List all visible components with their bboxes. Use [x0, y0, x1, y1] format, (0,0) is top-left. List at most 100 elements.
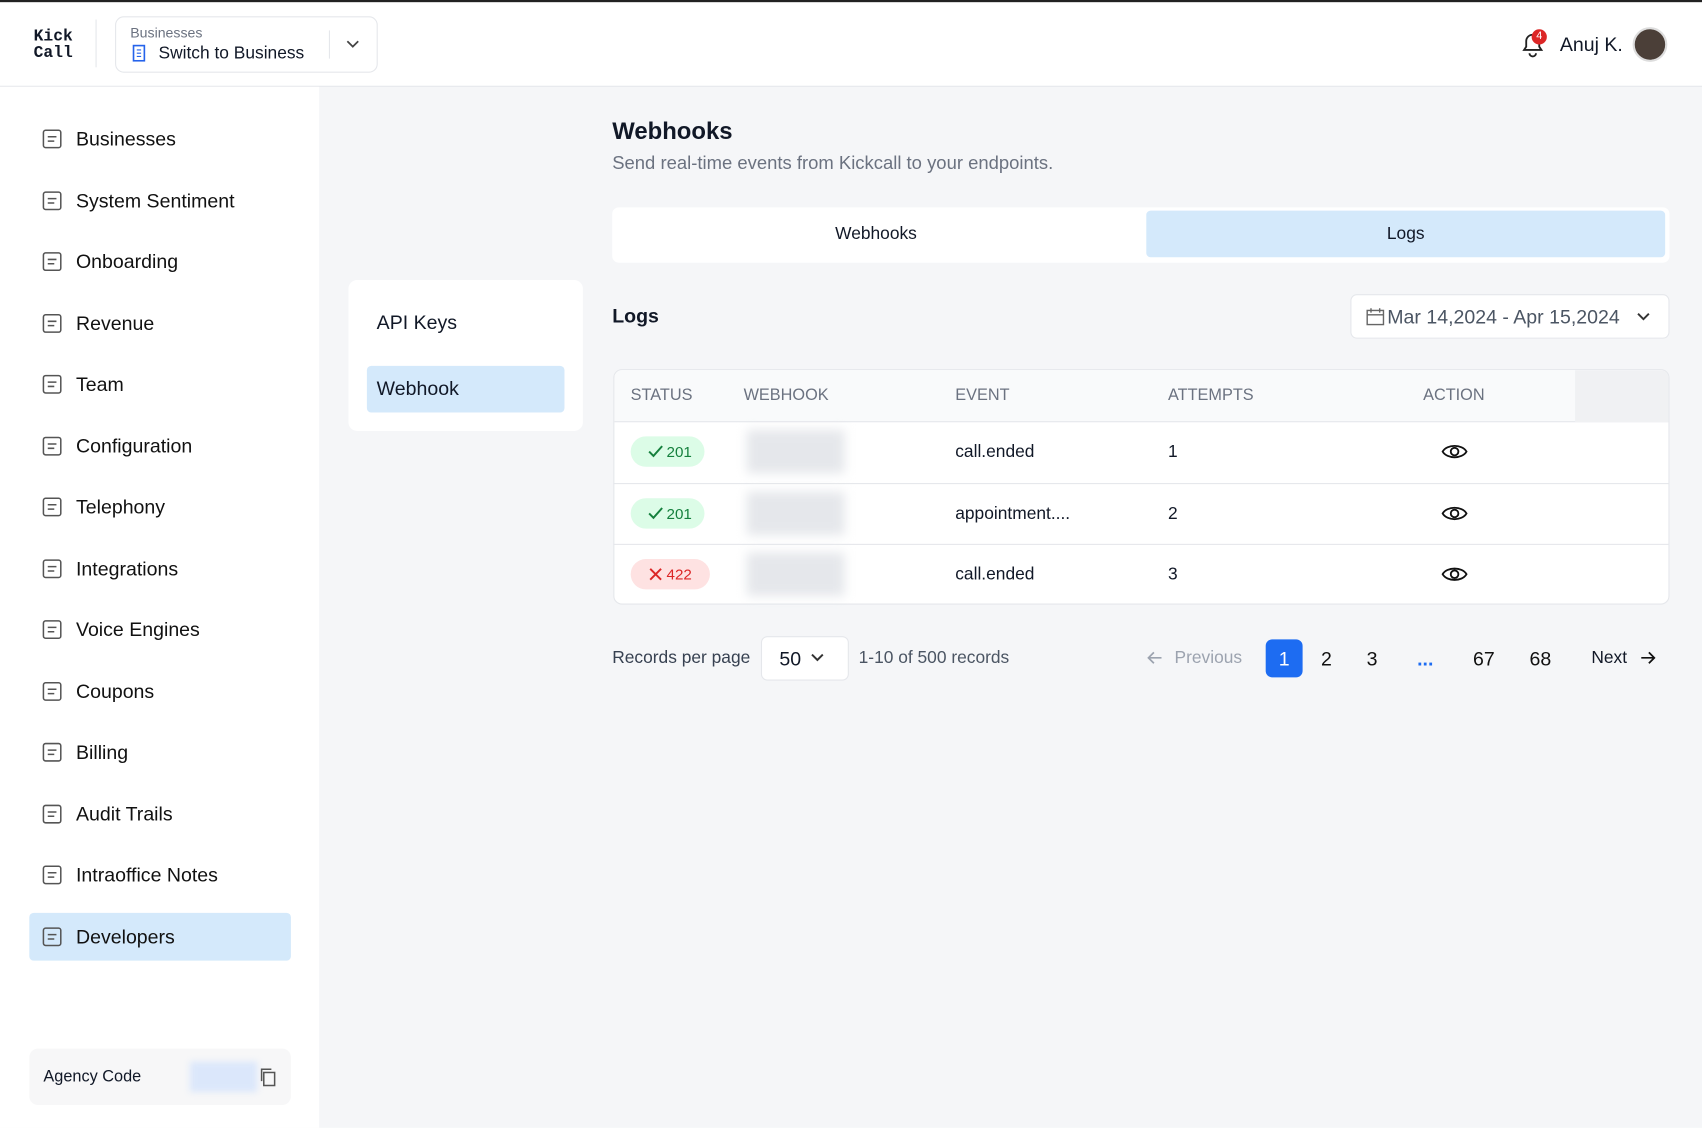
- page-number[interactable]: 2: [1321, 648, 1332, 670]
- agency-code-label: Agency Code: [43, 1067, 142, 1087]
- nav-icon: [42, 497, 62, 517]
- nav-icon: [42, 865, 62, 885]
- check-icon: [648, 506, 663, 519]
- nav-item[interactable]: System Sentiment: [75, 189, 235, 212]
- table: [613, 369, 1670, 605]
- view-icon[interactable]: [1440, 441, 1468, 463]
- table-header: [614, 370, 1669, 423]
- business-switcher[interactable]: [115, 16, 378, 73]
- notification-badge: [1531, 29, 1547, 45]
- attempts: 1: [1167, 442, 1178, 462]
- nav-item[interactable]: Businesses: [75, 128, 176, 150]
- column-header: EVENT: [955, 385, 1010, 405]
- row-divider: [613, 482, 1670, 484]
- chevron: [811, 653, 824, 662]
- previous[interactable]: Previous: [1174, 649, 1243, 668]
- page-number[interactable]: ...: [1417, 648, 1434, 670]
- nav-item[interactable]: Billing: [75, 741, 129, 764]
- webhook-blurred: [746, 429, 845, 474]
- page-number[interactable]: 3: [1366, 648, 1378, 670]
- x-icon: [649, 568, 662, 581]
- business-label: Businesses: [130, 24, 203, 41]
- notification-count: 4: [1536, 30, 1543, 43]
- page-number[interactable]: 68: [1529, 648, 1552, 670]
- active-item-bg: [29, 912, 291, 961]
- next[interactable]: Next: [1591, 649, 1628, 668]
- page-number[interactable]: 1: [1278, 648, 1290, 670]
- nav-icon: [42, 926, 62, 946]
- nav-item[interactable]: Intraoffice Notes: [75, 864, 218, 886]
- row-divider: [613, 543, 1670, 545]
- per-page: 50: [779, 648, 802, 670]
- avatar[interactable]: [1632, 27, 1668, 62]
- table-header-filler: [1575, 370, 1669, 423]
- logo-line: Kick: [33, 27, 73, 47]
- user-name[interactable]: Anuj K.: [1559, 33, 1623, 56]
- nav-icon: [42, 436, 62, 456]
- arrow-left: [1147, 651, 1162, 664]
- per-page-select[interactable]: [760, 636, 849, 681]
- subnav-active-bg: [366, 365, 565, 413]
- view-icon[interactable]: [1440, 563, 1468, 585]
- subnav-item[interactable]: API Keys: [376, 311, 458, 334]
- nav-icon: [42, 681, 62, 701]
- status-pill: [630, 559, 710, 590]
- divider: [328, 30, 330, 59]
- status-pill: [630, 497, 705, 529]
- subnav-item[interactable]: Webhook: [376, 377, 459, 400]
- divider: [95, 19, 97, 68]
- date-picker[interactable]: [1350, 294, 1670, 339]
- nav-icon: [42, 313, 62, 333]
- nav-item[interactable]: Onboarding: [75, 250, 179, 273]
- nav-icon: [42, 620, 62, 640]
- event: appointment....: [955, 504, 1071, 523]
- column-header: ACTION: [1423, 385, 1485, 405]
- logo-line: Call: [33, 43, 73, 63]
- status-code: 422: [666, 565, 692, 583]
- nav-item[interactable]: Developers: [75, 925, 175, 948]
- nav-icon: [42, 252, 62, 272]
- page-number[interactable]: 67: [1473, 648, 1495, 670]
- column-header: ATTEMPTS: [1167, 385, 1254, 405]
- nav-icon: [42, 190, 62, 210]
- tab-active-bg: [1146, 210, 1666, 258]
- nav-item[interactable]: Integrations: [75, 557, 179, 580]
- arrow-right: [1641, 651, 1656, 664]
- chevron: [346, 40, 359, 48]
- nav-item[interactable]: Audit Trails: [75, 802, 173, 825]
- page-active-bg: [1265, 639, 1303, 678]
- copy-icon[interactable]: [258, 1067, 278, 1087]
- nav-icon: [42, 804, 62, 824]
- event: call.ended: [955, 565, 1035, 584]
- nav-item[interactable]: Revenue: [75, 312, 155, 334]
- webhook-blurred: [746, 552, 845, 596]
- records-summary: 1-10 of 500 records: [858, 649, 1010, 668]
- status-pill: [630, 436, 705, 467]
- records-label: Records per page: [612, 649, 751, 668]
- date-range[interactable]: Mar 14,2024 - Apr 15,2024: [1387, 306, 1620, 328]
- nav-icon: [42, 374, 62, 394]
- nav-item[interactable]: Voice Engines: [75, 618, 200, 641]
- tab[interactable]: Webhooks: [835, 224, 917, 244]
- nav-item[interactable]: Configuration: [75, 434, 193, 457]
- status-code: 201: [666, 504, 692, 522]
- building-icon: [132, 44, 146, 62]
- calendar-icon: [1366, 308, 1385, 326]
- attempts: 3: [1167, 565, 1178, 584]
- nav-icon: [42, 558, 62, 578]
- agency-code-blurred: [189, 1061, 258, 1093]
- check-icon: [648, 445, 663, 458]
- sidebar: [0, 86, 320, 1128]
- nav-item[interactable]: Team: [75, 373, 124, 396]
- status-code: 201: [666, 442, 692, 461]
- logs-title: Logs: [612, 305, 659, 327]
- business-name[interactable]: Switch to Business: [158, 44, 305, 63]
- nav-icon: [42, 742, 62, 762]
- chevron: [1637, 313, 1650, 321]
- view-icon[interactable]: [1440, 502, 1468, 524]
- nav-item[interactable]: Telephony: [75, 496, 166, 518]
- tab[interactable]: Logs: [1386, 224, 1425, 244]
- nav-icon: [42, 129, 62, 149]
- nav-item[interactable]: Coupons: [75, 680, 155, 702]
